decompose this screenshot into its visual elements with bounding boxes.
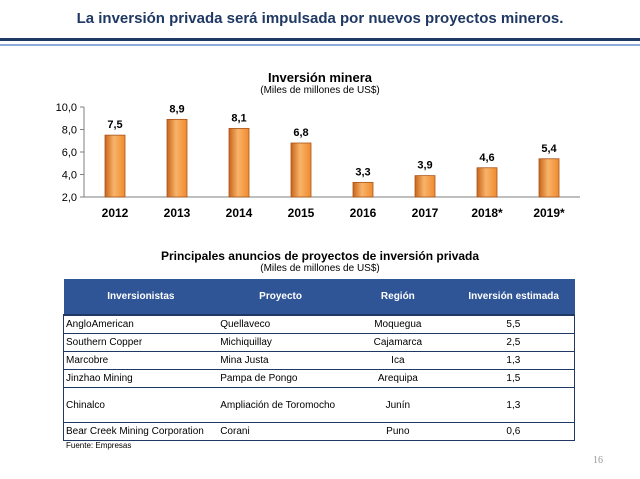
cell-region: Moquegua xyxy=(342,315,453,334)
table-row: AngloAmerican Quellaveco Moquegua 5,5 xyxy=(63,315,575,334)
cell-project: Ampliación de Toromocho xyxy=(218,387,343,423)
bar-2012 xyxy=(104,134,126,198)
chart-subtitle: (Miles de millones de US$) xyxy=(260,85,380,96)
bar-value-label: 4,6 xyxy=(479,152,494,164)
table-row: Jinzhao Mining Pampa de Pongo Arequipa 1… xyxy=(63,369,575,388)
x-tick-label: 2015 xyxy=(288,206,315,220)
header-investors: Inversionistas xyxy=(63,279,219,316)
table-row: Marcobre Mina Justa Ica 1,3 xyxy=(63,351,575,370)
investment-bar-chart: 2,0 4,0 6,0 8,0 10,0 7,5 2012 8,9 2013 8,1 2014 6,8… xyxy=(56,102,580,220)
cell-region: Junín xyxy=(342,387,453,423)
table-header-row: Inversionistas Proyecto Región Inversión… xyxy=(63,279,575,316)
projects-table: Inversionistas Proyecto Región Inversión… xyxy=(63,279,575,441)
bar-2013 xyxy=(166,118,188,198)
cell-investor: Southern Copper xyxy=(63,333,219,352)
bar-value-label: 6,8 xyxy=(293,127,308,139)
y-tick-label: 10,0 xyxy=(56,102,77,114)
bar-2014 xyxy=(228,127,250,198)
page-number: 16 xyxy=(593,455,603,466)
cell-project: Michiquillay xyxy=(218,333,343,352)
y-tick-label: 8,0 xyxy=(62,125,77,137)
table-row: Chinalco Ampliación de Toromocho Junín 1… xyxy=(63,387,575,423)
cell-investment: 1,3 xyxy=(452,351,575,370)
x-tick-label: 2018* xyxy=(471,206,503,220)
cell-project: Quellaveco xyxy=(218,315,343,334)
table-row: Bear Creek Mining Corporation Corani Pun… xyxy=(63,422,575,441)
bar-value-label: 5,4 xyxy=(541,143,557,155)
cell-investor: Chinalco xyxy=(63,387,219,423)
cell-region: Cajamarca xyxy=(342,333,453,352)
title-divider-light xyxy=(0,44,640,46)
bar-value-label: 3,9 xyxy=(417,160,432,172)
chart-title: Inversión minera xyxy=(267,70,373,85)
source-footnote: Fuente: Empresas xyxy=(66,441,132,450)
bar-2019 xyxy=(538,158,560,198)
title-divider-dark xyxy=(0,38,640,41)
bar-value-label: 7,5 xyxy=(107,119,122,131)
x-tick-label: 2014 xyxy=(226,206,253,220)
cell-investor: Bear Creek Mining Corporation xyxy=(63,422,219,441)
slide-title: La inversión privada será impulsada por … xyxy=(76,10,564,27)
cell-investment: 1,5 xyxy=(452,369,575,388)
cell-investment: 2,5 xyxy=(452,333,575,352)
x-tick-label: 2019* xyxy=(533,206,565,220)
y-tick-label: 2,0 xyxy=(62,192,77,204)
cell-investor: AngloAmerican xyxy=(63,315,219,334)
cell-project: Pampa de Pongo xyxy=(218,369,343,388)
bar-2017 xyxy=(414,175,436,198)
cell-region: Ica xyxy=(342,351,453,370)
x-tick-label: 2017 xyxy=(412,206,439,220)
cell-region: Arequipa xyxy=(342,369,453,388)
y-tick-label: 6,0 xyxy=(62,147,77,159)
table-title: Principales anuncios de proyectos de inv… xyxy=(160,249,480,263)
table-row: Southern Copper Michiquillay Cajamarca 2… xyxy=(63,333,575,352)
x-tick-label: 2012 xyxy=(102,206,129,220)
cell-investment: 0,6 xyxy=(452,422,575,441)
table-subtitle: (Miles de millones de US$) xyxy=(260,263,380,274)
cell-investor: Marcobre xyxy=(63,351,219,370)
bar-2015 xyxy=(290,142,312,198)
bar-2016 xyxy=(352,181,374,198)
y-tick-label: 4,0 xyxy=(62,170,77,182)
cell-project: Corani xyxy=(218,422,343,441)
cell-project: Mina Justa xyxy=(218,351,343,370)
bar-2018 xyxy=(476,167,498,198)
header-region: Región xyxy=(342,279,453,316)
cell-investor: Jinzhao Mining xyxy=(63,369,219,388)
bar-value-label: 8,1 xyxy=(231,112,246,124)
bar-value-label: 8,9 xyxy=(169,103,184,115)
x-tick-label: 2013 xyxy=(164,206,191,220)
cell-region: Puno xyxy=(342,422,453,441)
cell-investment: 5,5 xyxy=(452,315,575,334)
cell-investment: 1,3 xyxy=(452,387,575,423)
bar-value-label: 3,3 xyxy=(355,166,370,178)
x-tick-label: 2016 xyxy=(350,206,377,220)
header-estimated-investment: Inversión estimada xyxy=(452,279,575,316)
header-project: Proyecto xyxy=(218,279,343,316)
